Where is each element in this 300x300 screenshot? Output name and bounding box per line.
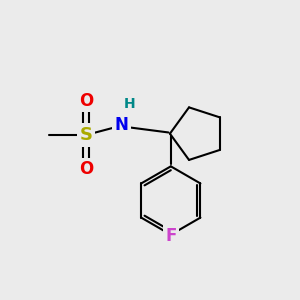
Text: H: H — [123, 97, 135, 111]
Text: F: F — [165, 227, 176, 245]
Text: N: N — [115, 116, 129, 134]
Text: O: O — [79, 92, 93, 110]
Text: O: O — [79, 160, 93, 178]
Text: S: S — [80, 126, 93, 144]
